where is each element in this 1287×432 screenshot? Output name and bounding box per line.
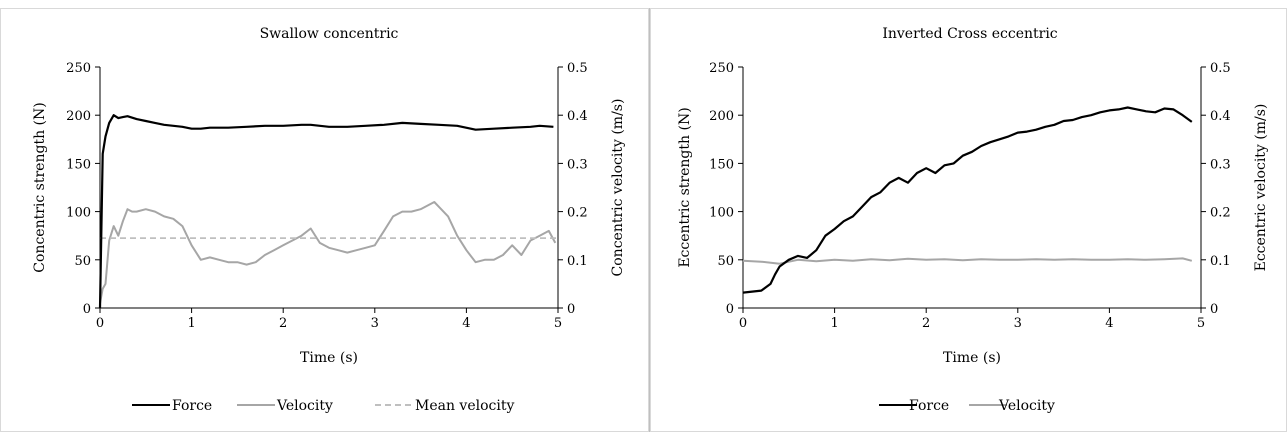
c2-legend-velocity-label: Velocity bbox=[998, 398, 1055, 414]
c1-chart-title: Swallow concentric bbox=[260, 26, 399, 42]
c1-y2-tick-label: 0.2 bbox=[567, 206, 588, 221]
c1-legend-force-label: Force bbox=[172, 398, 212, 414]
c2-series-velocity-line bbox=[742, 257, 1193, 265]
c1-y-tick-label: 250 bbox=[66, 61, 91, 76]
c1-y-tick-label: 50 bbox=[74, 254, 91, 269]
c1-y-tick-label: 100 bbox=[66, 206, 91, 221]
c2-x-tick-label: 1 bbox=[830, 316, 838, 331]
c1-legend-velocity-label: Velocity bbox=[276, 398, 333, 414]
c1-series-velocity-line bbox=[99, 201, 557, 304]
c2-y-tick-label: 50 bbox=[717, 254, 734, 269]
c2-y-tick-label: 200 bbox=[709, 109, 734, 124]
c2-y2-tick-label: 0.4 bbox=[1210, 109, 1231, 124]
c2-y2-tick-label: 0.5 bbox=[1210, 61, 1231, 76]
c1-x-axis-title: Time (s) bbox=[300, 350, 358, 366]
c2-chart-title: Inverted Cross eccentric bbox=[882, 26, 1057, 42]
c1-x-tick-label: 2 bbox=[279, 316, 287, 331]
chart-panel-inverted-cross bbox=[650, 8, 1287, 432]
c1-y-axis-title: Concentric strength (N) bbox=[32, 102, 48, 272]
c2-x-tick-label: 0 bbox=[739, 316, 747, 331]
c2-y2-tick-label: 0.2 bbox=[1210, 206, 1231, 221]
c1-y2-tick-label: 0 bbox=[567, 302, 575, 317]
chart-panel-swallow bbox=[0, 8, 649, 432]
c1-y2-tick-label: 0.5 bbox=[567, 61, 588, 76]
c2-y-tick-label: 100 bbox=[709, 206, 734, 221]
c1-legend-mean-velocity-label: Mean velocity bbox=[415, 398, 514, 414]
c2-x-tick-label: 4 bbox=[1105, 316, 1113, 331]
c1-x-tick-label: 0 bbox=[96, 316, 104, 331]
c2-y-tick-label: 150 bbox=[709, 157, 734, 172]
c2-y2-tick-label: 0.3 bbox=[1210, 157, 1231, 172]
c1-x-tick-label: 1 bbox=[187, 316, 195, 331]
c1-y-tick-label: 150 bbox=[66, 157, 91, 172]
c1-y2-tick-label: 0.4 bbox=[567, 109, 588, 124]
c1-x-tick-label: 5 bbox=[554, 316, 562, 331]
c2-y2-axis-title: Eccentric velocity (m/s) bbox=[1253, 104, 1269, 272]
c1-x-tick-label: 3 bbox=[371, 316, 379, 331]
c1-y2-tick-label: 0.1 bbox=[567, 254, 588, 269]
c2-y-axis-title: Eccentric strength (N) bbox=[677, 107, 693, 267]
c2-x-tick-label: 5 bbox=[1197, 316, 1205, 331]
c2-x-tick-label: 2 bbox=[922, 316, 930, 331]
c1-x-tick-label: 4 bbox=[462, 316, 470, 331]
c2-y-tick-label: 250 bbox=[709, 61, 734, 76]
c1-series-force-line bbox=[98, 114, 554, 309]
c2-series-force-line bbox=[742, 106, 1193, 294]
c2-y2-tick-label: 0.1 bbox=[1210, 254, 1231, 269]
c2-y2-tick-label: 0 bbox=[1210, 302, 1218, 317]
c1-y2-axis-title: Concentric velocity (m/s) bbox=[610, 99, 626, 277]
c2-legend-force-label: Force bbox=[909, 398, 949, 414]
c2-y-tick-label: 0 bbox=[726, 302, 734, 317]
c1-y2-tick-label: 0.3 bbox=[567, 157, 588, 172]
c2-x-axis-title: Time (s) bbox=[943, 350, 1001, 366]
c1-y-tick-label: 0 bbox=[83, 302, 91, 317]
c1-y-tick-label: 200 bbox=[66, 109, 91, 124]
c2-x-tick-label: 3 bbox=[1014, 316, 1022, 331]
